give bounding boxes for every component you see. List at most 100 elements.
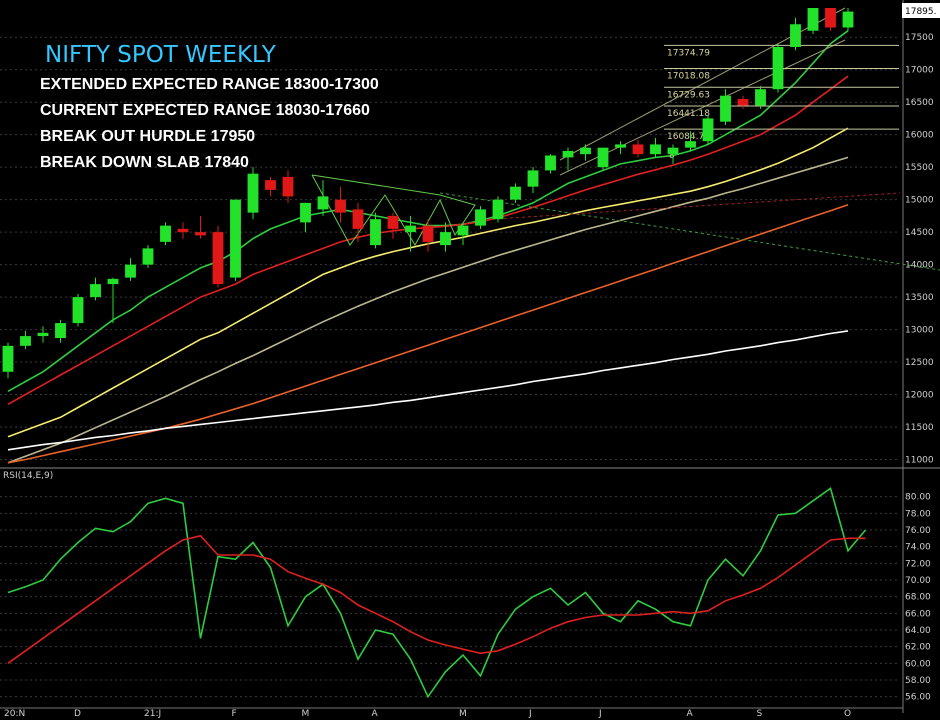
candle-body [702,118,714,142]
candle [597,147,609,171]
candle [335,186,346,223]
price-tick-label: 14000 [905,261,934,271]
candle [387,212,399,239]
candle [842,8,854,31]
candle-body [212,232,224,285]
candle [90,277,101,301]
candle-body [807,8,819,31]
candle [510,183,521,203]
candle-body [527,170,539,187]
candle [492,196,504,223]
candle-body [177,228,189,233]
candle-body [772,46,784,90]
rsi-grid [0,496,899,698]
price-tick-label: 17000 [905,66,934,76]
rsi-tick-label: 76.00 [905,526,931,536]
candle-body [352,209,364,229]
rsi-tick-label: 68.00 [905,593,931,603]
price-tick-label: 11000 [905,456,934,466]
annotation-breakout-hurdle: BREAK OUT HURDLE 17950 [40,128,255,145]
candle [685,131,696,151]
candle [825,8,836,31]
candle [772,43,784,93]
candle [230,199,241,281]
candle-body [737,98,749,106]
rsi-tick-label: 64.00 [905,626,931,636]
price-tick-label: 17500 [905,33,934,43]
candle [807,8,819,34]
rsi-line-1 [7,534,866,664]
chart-title: NIFTY SPOT WEEKLY [45,42,277,68]
rsi-title: RSI(14,E,9) [3,471,53,481]
candle [440,222,451,252]
candle-body [265,180,276,190]
diagonal-trend-line-2 [479,192,901,221]
candle-body [545,155,556,171]
candle [562,147,574,171]
fib-marker-label: 8 [669,151,675,161]
price-axis: 11000 11500 12000 12500 13000 13500 14000 14500… [902,0,934,713]
annotation-breakdown-slab: BREAK DOWN SLAB 17840 [40,154,249,171]
time-tick-label: 20:N [4,709,25,719]
rsi-tick-label: 74.00 [905,543,931,553]
candle-body [370,219,381,246]
candle-body [335,199,346,213]
rsi-tick-label: 78.00 [905,509,931,519]
candle-body [562,150,574,158]
candle [720,89,731,125]
candle [632,139,644,158]
candle [755,85,766,109]
price-tick-label: 16000 [905,131,934,141]
candle [737,95,749,109]
candle-body [440,232,451,246]
candle-body [422,225,434,242]
candle-body [842,11,854,28]
candle [405,215,416,252]
price-tick-label: 14500 [905,228,934,238]
rsi-tick-label: 72.00 [905,559,931,569]
time-tick-label: M [302,709,310,719]
price-tick-label: 15000 [905,196,934,206]
candle-body [142,248,154,265]
fib-level-label: 17374.79 [667,48,710,58]
rsi-tick-label: 60.00 [905,659,931,669]
candle [20,330,31,350]
time-tick-label: 21:J [144,709,161,719]
candle [212,225,224,288]
time-tick-label: D [74,709,81,719]
price-tick-label: 12500 [905,358,934,368]
candle-body [20,336,31,346]
candle [702,115,714,145]
candle [790,17,801,51]
candle-body [825,8,836,28]
candle-body [107,278,119,285]
moving-average-line-4 [7,204,849,464]
time-tick-label: J [528,709,532,719]
annotation-current-range: CURRENT EXPECTED RANGE 18030-17660 [40,102,370,119]
candle [475,206,486,229]
candle-body [247,173,259,213]
candle [615,141,626,155]
candle [142,245,154,268]
candle-body [597,147,609,168]
candle [72,293,84,327]
candle-body [230,199,241,278]
candle [247,167,259,220]
rsi-axis: 56.00 58.00 60.00 62.00 64.00 66.00 68.00 70.00… [905,493,931,703]
last-price-label: 17895. [905,7,937,17]
candle-body [650,144,661,155]
candle-body [510,186,521,200]
candles [2,8,854,379]
rsi-tick-label: 80.00 [905,493,931,503]
candle [195,215,206,239]
diagonal-trend-line [439,192,940,271]
trendlines [311,7,940,271]
annotation-extended-range: EXTENDED EXPECTED RANGE 18300-17300 [40,76,379,93]
candle [650,137,661,158]
time-axis: 20:N D 21:J F M A M J J A S O [0,707,903,719]
candle-body [615,144,626,148]
time-tick-label: S [757,709,763,719]
candle-body [300,202,311,223]
